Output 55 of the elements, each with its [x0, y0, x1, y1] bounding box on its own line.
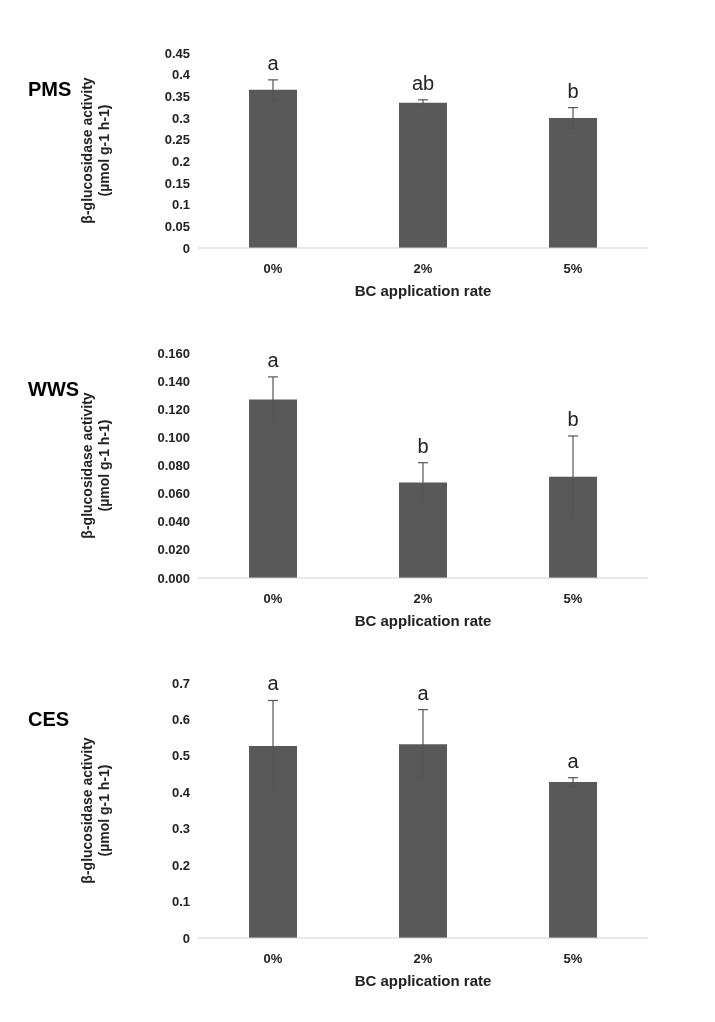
y-tick-label: 0.15 — [164, 175, 190, 191]
annotation: a — [417, 681, 430, 704]
annotation: ab — [411, 71, 435, 94]
y-tick-label: 0.140 — [157, 373, 190, 389]
y-tick-label: 0 — [182, 240, 190, 256]
x-tick-label: 0% — [263, 591, 283, 607]
x-tick-label: 2% — [413, 261, 433, 277]
x-tick-label: 2% — [413, 591, 433, 607]
y-tick-label: 0.020 — [157, 542, 190, 558]
text: WWS — [28, 378, 80, 401]
bar — [549, 782, 597, 938]
y-tick-label: 0.6 — [171, 712, 190, 728]
text: PMS — [28, 78, 72, 101]
x-axis-title: BC application rate — [354, 282, 492, 299]
annotation: a — [267, 672, 280, 695]
x-axis-title: BC application rate — [354, 612, 492, 629]
y-axis-title: β-glucosidase activity (µmol g-1 h-1) — [79, 392, 112, 539]
annotation: b — [567, 79, 579, 102]
x-axis-title: BC application rate — [354, 972, 492, 989]
y-tick-label: 0.000 — [157, 570, 190, 586]
x-tick-label: 5% — [563, 951, 583, 967]
x-tick-label: 2% — [413, 951, 433, 967]
annotation: a — [267, 348, 280, 371]
x-tick-label: 0% — [263, 951, 283, 967]
y-tick-label: 0.080 — [157, 458, 190, 474]
y-tick-label: 0.3 — [171, 821, 190, 837]
y-axis-title: β-glucosidase activity (µmol g-1 h-1) — [79, 77, 112, 224]
y-tick-label: 0.100 — [157, 429, 190, 445]
y-tick-label: 0.160 — [157, 345, 190, 361]
x-tick-label: 0% — [263, 261, 283, 277]
y-tick-label: 0.120 — [157, 401, 190, 417]
y-tick-label: 0.1 — [171, 894, 190, 910]
y-tick-label: 0.4 — [171, 784, 191, 800]
annotation: b — [567, 407, 579, 430]
y-tick-label: 0.040 — [157, 514, 190, 530]
y-tick-label: 0.2 — [171, 857, 190, 873]
text: CES — [28, 708, 70, 731]
x-tick-label: 5% — [563, 261, 583, 277]
y-tick-label: 0.3 — [171, 110, 190, 126]
x-tick-label: 5% — [563, 591, 583, 607]
y-tick-label: 0.35 — [164, 88, 190, 104]
y-tick-label: 0.25 — [164, 132, 190, 148]
y-tick-label: 0.060 — [157, 486, 190, 502]
annotation: b — [417, 434, 429, 457]
y-tick-label: 0.7 — [171, 675, 190, 691]
y-tick-label: 0.4 — [171, 67, 191, 83]
y-tick-label: 0 — [182, 930, 190, 946]
annotation: a — [267, 51, 280, 74]
y-tick-label: 0.05 — [164, 218, 190, 234]
y-tick-label: 0.5 — [171, 748, 190, 764]
y-axis-title: β-glucosidase activity (µmol g-1 h-1) — [79, 737, 112, 884]
y-tick-label: 0.2 — [171, 153, 190, 169]
annotation: a — [567, 749, 580, 772]
y-tick-label: 0.1 — [171, 197, 190, 213]
y-tick-label: 0.45 — [164, 45, 190, 61]
